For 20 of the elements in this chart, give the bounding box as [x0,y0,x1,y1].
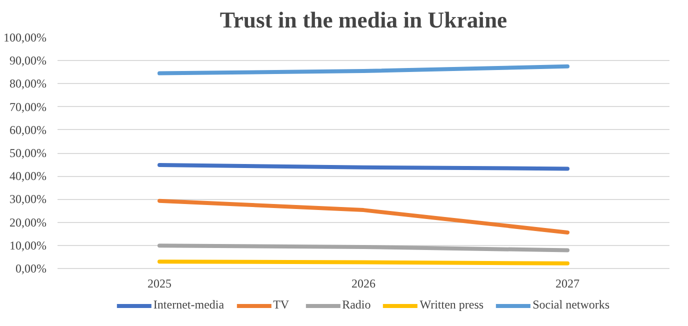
chart-title: Trust in the media in Ukraine [220,8,508,32]
legend-label: Radio [342,298,371,312]
x-tick-label: 2026 [352,276,376,290]
y-tick-label: 50,00% [10,146,47,160]
y-tick-label: 0,00% [16,262,47,276]
x-tick-label: 2027 [556,276,580,290]
y-tick-label: 90,00% [10,54,47,68]
legend-label: Internet-media [153,298,224,312]
legend-label: Social networks [532,298,610,312]
y-tick-label: 30,00% [10,192,47,206]
y-tick-label: 70,00% [10,100,47,114]
y-tick-label: 20,00% [10,215,47,230]
legend-label: TV [273,298,290,312]
y-tick-label: 80,00% [10,76,47,91]
y-tick-label: 100,00% [4,30,47,44]
y-tick-label: 10,00% [10,238,47,252]
x-tick-label: 2025 [148,276,172,290]
legend-label: Written press [420,298,484,312]
y-tick-label: 60,00% [10,122,47,137]
y-tick-label: 40,00% [10,169,47,184]
